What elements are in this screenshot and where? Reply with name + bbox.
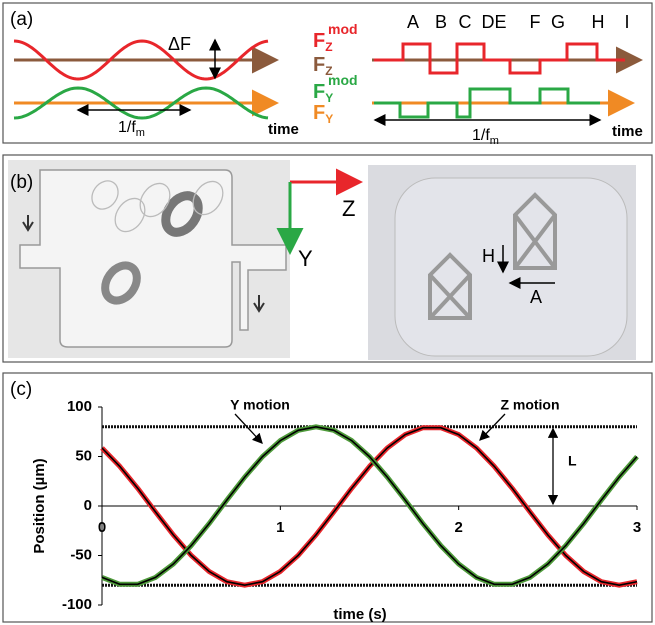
delta-f: ΔF [168,34,191,54]
force-sub: Z [325,40,332,54]
z-label: Z [342,196,355,221]
house-traces [428,192,557,320]
period-label-right: 1/fm [472,127,499,147]
x-tick-label: 3 [633,519,641,536]
a-label: A [530,287,542,307]
x-tick-label: 2 [454,519,462,536]
annotation: L [568,453,577,469]
period-base: 1/f [118,119,136,136]
period-sub: m [136,127,145,139]
particle [101,261,141,305]
flow-arrow [253,295,265,313]
x-tick-label: 1 [276,519,284,536]
letter: B [435,12,447,32]
x-axis-title: time (s) [333,606,386,623]
panel-label: (c) [10,379,32,400]
letter: G [551,12,565,32]
traces [91,180,224,233]
letter: DE [481,12,506,32]
period-label: 1/fm [118,119,145,139]
annotation: Y motion [230,397,290,413]
force-base: F [313,54,325,76]
fit-line [101,425,638,586]
plot: 100 50 0 -50 -100 0 1 2 3 Position (µm) time (s) Y … [31,397,641,623]
annotation-arrow [479,413,506,441]
force-sub: Y [325,112,333,126]
y-tick-label: 50 [75,447,92,464]
y-tick-label: 0 [84,497,92,514]
fit-line [101,426,638,587]
y-label: Y [298,246,313,271]
fy-mod-wave [13,86,269,120]
fz-mod-wave [13,39,269,81]
x-tick-label: 0 [98,519,106,536]
panel-label: (b) [10,172,33,193]
y-tick-label: -100 [62,596,92,613]
annotation-arrow [234,413,263,444]
force-base: F [313,81,325,103]
y-axis-title: Position (µm) [31,458,48,553]
force-sup: mod [328,21,358,37]
letters: A B C DE F G H I [407,12,630,32]
panel-label: (a) [10,9,33,30]
fz-square-wave [374,42,625,75]
force-label: FZmod [313,21,358,54]
y-tick-label: 100 [67,398,92,415]
letter: A [407,12,419,32]
period-sub: m [490,135,499,147]
annotation: Z motion [500,397,559,413]
force-sup: mod [328,72,358,88]
force-base: F [313,102,325,124]
letter: C [459,12,472,32]
time-label-right: time [612,123,643,140]
force-sub: Y [325,91,333,105]
chamber-right [394,177,628,357]
force-base: F [313,30,325,52]
letter: H [592,12,605,32]
chamber-left [19,169,287,348]
y-tick-label: -50 [70,546,92,563]
force-label: FYmod [313,72,358,105]
letter: F [530,12,541,32]
force-label: FY [313,102,333,126]
force-label: FZ [313,54,333,78]
force-sub: Z [325,64,332,78]
flow-arrow [22,215,34,232]
letter: I [624,12,629,32]
time-label: time [268,121,299,138]
period-base: 1/f [472,127,490,144]
h-label: H [482,246,495,266]
